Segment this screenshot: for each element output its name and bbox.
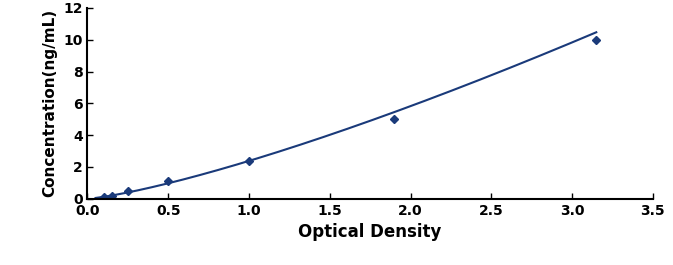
X-axis label: Optical Density: Optical Density: [298, 223, 442, 241]
Y-axis label: Concentration(ng/mL): Concentration(ng/mL): [42, 9, 58, 197]
